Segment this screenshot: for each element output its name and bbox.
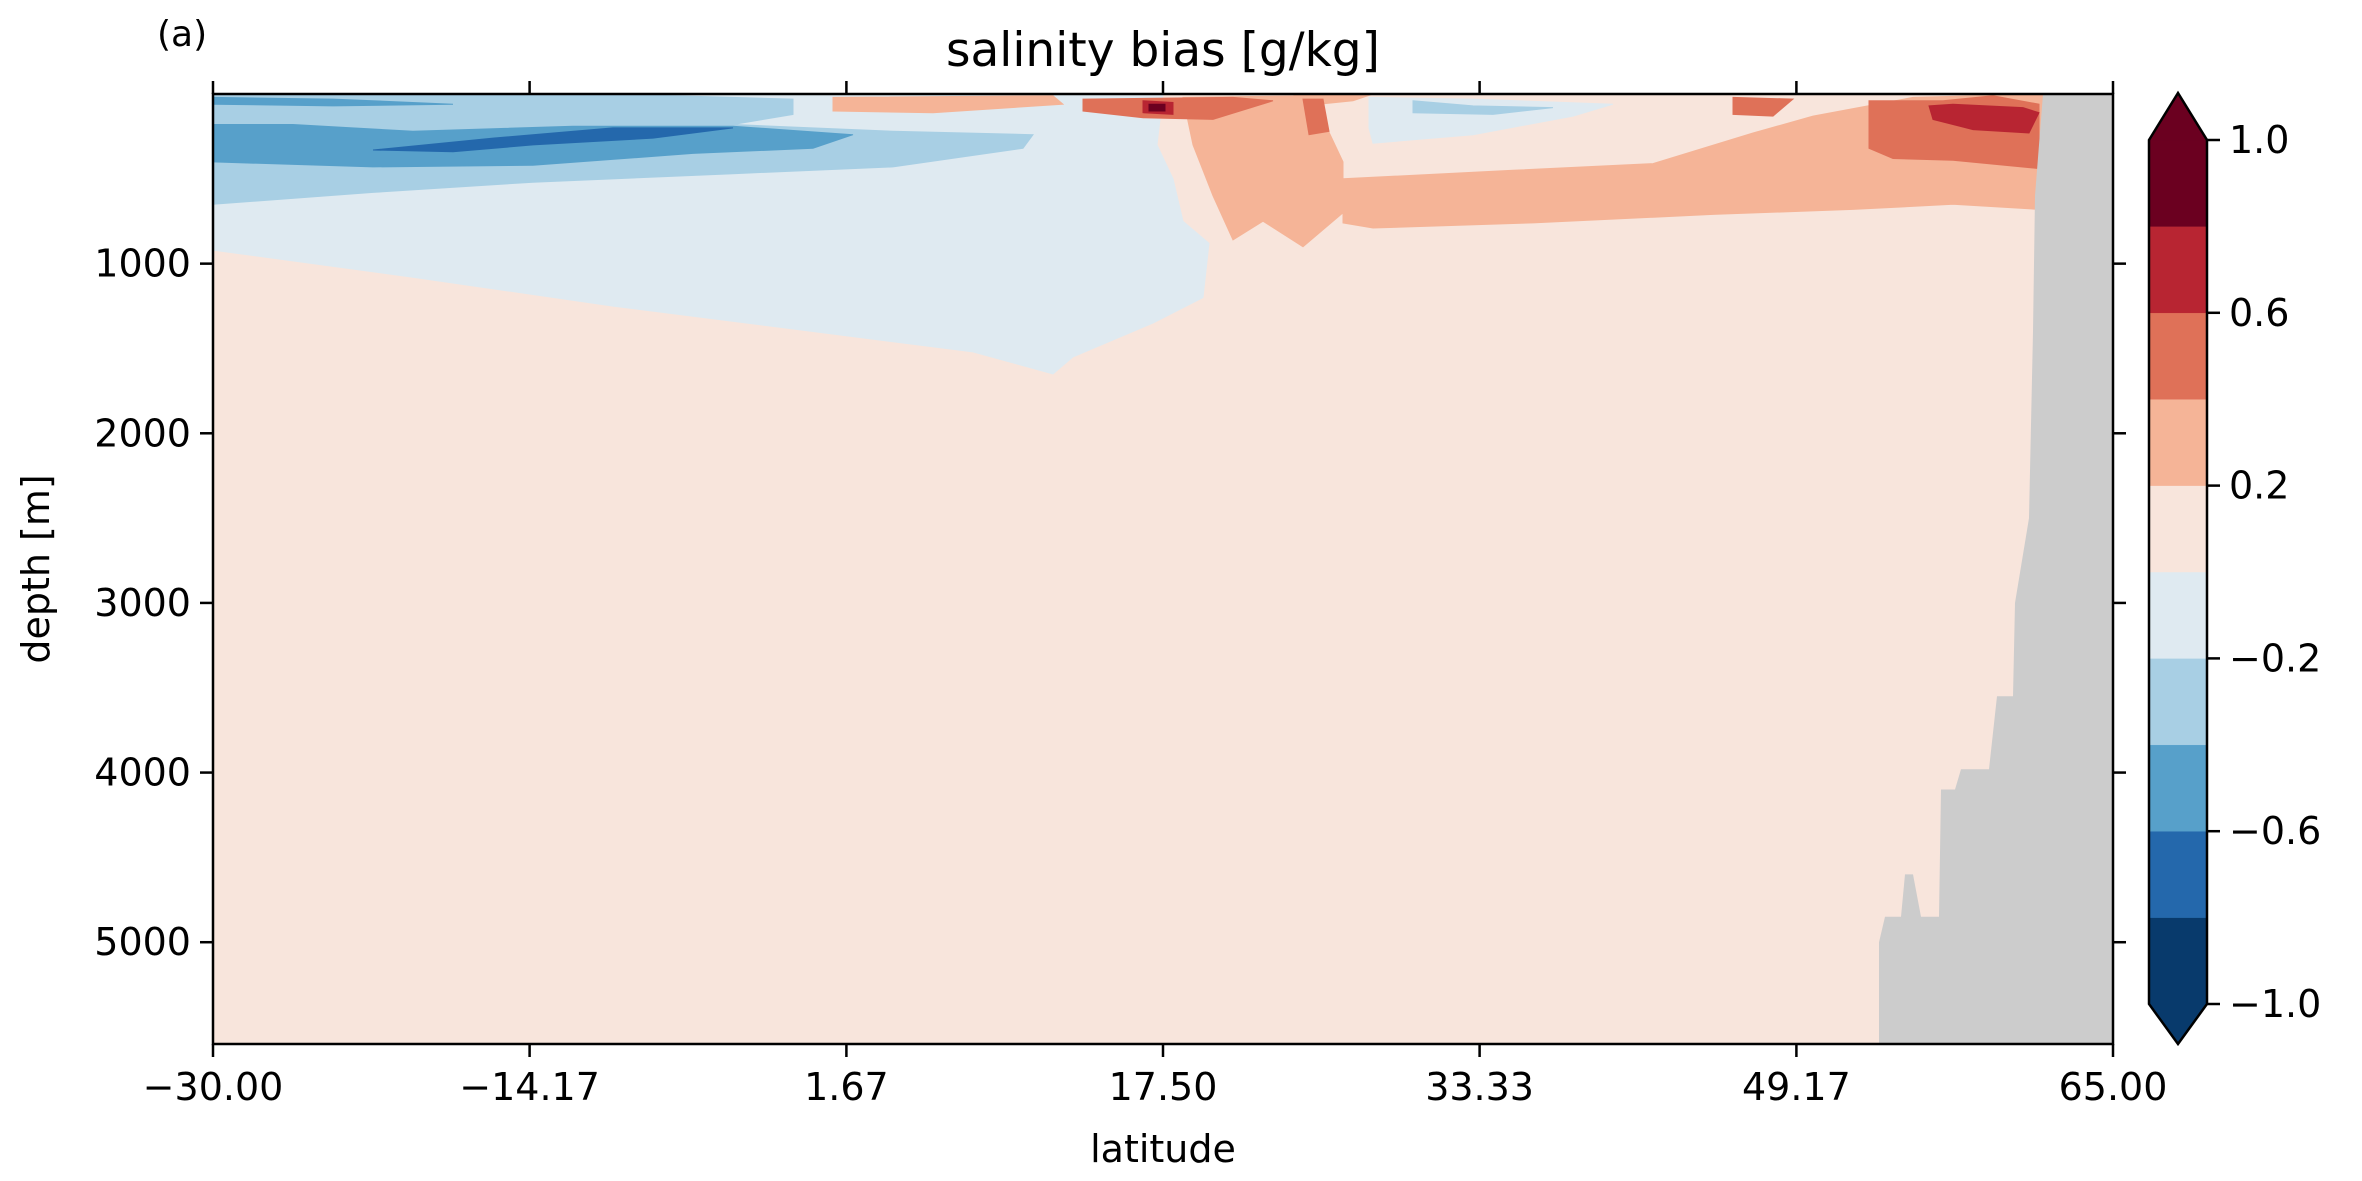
- x-tick-label: 17.50: [1109, 1065, 1218, 1109]
- x-axis-ticks: −30.00 −14.17 1.67 17.50 33.33 49.17 65.00: [143, 81, 2168, 1109]
- colorbar-band: [2148, 571, 2208, 659]
- colorbar-tick-label: 1.0: [2229, 118, 2289, 162]
- x-tick-label: 1.67: [804, 1065, 889, 1109]
- land-mask: [1879, 94, 2113, 1044]
- contour-region-8: [832, 95, 1065, 114]
- contour-region-17: [1928, 103, 2040, 134]
- colorbar-band: [2148, 398, 2208, 486]
- y-tick-label: 2000: [94, 411, 191, 455]
- contour-regions: [213, 94, 2044, 375]
- colorbar-band: [2148, 485, 2208, 573]
- contour-region-13: [1302, 98, 1330, 136]
- contour-region-4: [1412, 100, 1554, 115]
- x-tick-label: 49.17: [1742, 1065, 1851, 1109]
- colorbar-tick-label: 0.6: [2229, 291, 2289, 335]
- colorbar-band: [2148, 744, 2208, 832]
- colorbar-tick-label: −0.2: [2229, 636, 2321, 680]
- x-tick-label: 33.33: [1425, 1065, 1534, 1109]
- colorbar-band: [2148, 830, 2208, 918]
- colorbar-tick-label: −1.0: [2229, 982, 2321, 1026]
- colorbar-band: [2148, 658, 2208, 746]
- x-axis-label: latitude: [1090, 1127, 1236, 1171]
- contour-region-7: [372, 127, 734, 153]
- x-tick-label: −14.17: [459, 1065, 600, 1109]
- colorbar-over-extension: [2149, 93, 2207, 140]
- chart-title: salinity bias [g/kg]: [946, 23, 1380, 78]
- colorbar: −1.0 −0.6 −0.2 0.2 0.6 1.0: [2147, 90, 2321, 1047]
- panel-label: (a): [157, 14, 207, 55]
- colorbar-band: [2148, 917, 2208, 1005]
- colorbar-band: [2148, 139, 2208, 227]
- contour-region-12: [1082, 96, 1274, 120]
- contour-region-18: [1148, 103, 1166, 112]
- y-axis-ticks: 1000 2000 3000 4000 5000: [94, 242, 2126, 964]
- colorbar-band: [2148, 312, 2208, 400]
- plot-area: [213, 94, 2113, 1044]
- y-tick-label: 5000: [94, 920, 191, 964]
- x-tick-label: −30.00: [143, 1065, 284, 1109]
- contour-region-14: [1732, 96, 1795, 117]
- y-tick-label: 1000: [94, 242, 191, 286]
- y-tick-label: 4000: [94, 751, 191, 795]
- contour-region-5: [213, 124, 854, 168]
- x-tick-label: 65.00: [2059, 1065, 2168, 1109]
- y-tick-label: 3000: [94, 581, 191, 625]
- colorbar-band: [2148, 226, 2208, 314]
- colorbar-tick-label: 0.2: [2229, 464, 2289, 508]
- y-axis-label: depth [m]: [14, 474, 58, 663]
- contour-region-6: [213, 96, 454, 107]
- colorbar-under-extension: [2149, 1004, 2207, 1044]
- colorbar-tick-label: −0.6: [2229, 809, 2321, 853]
